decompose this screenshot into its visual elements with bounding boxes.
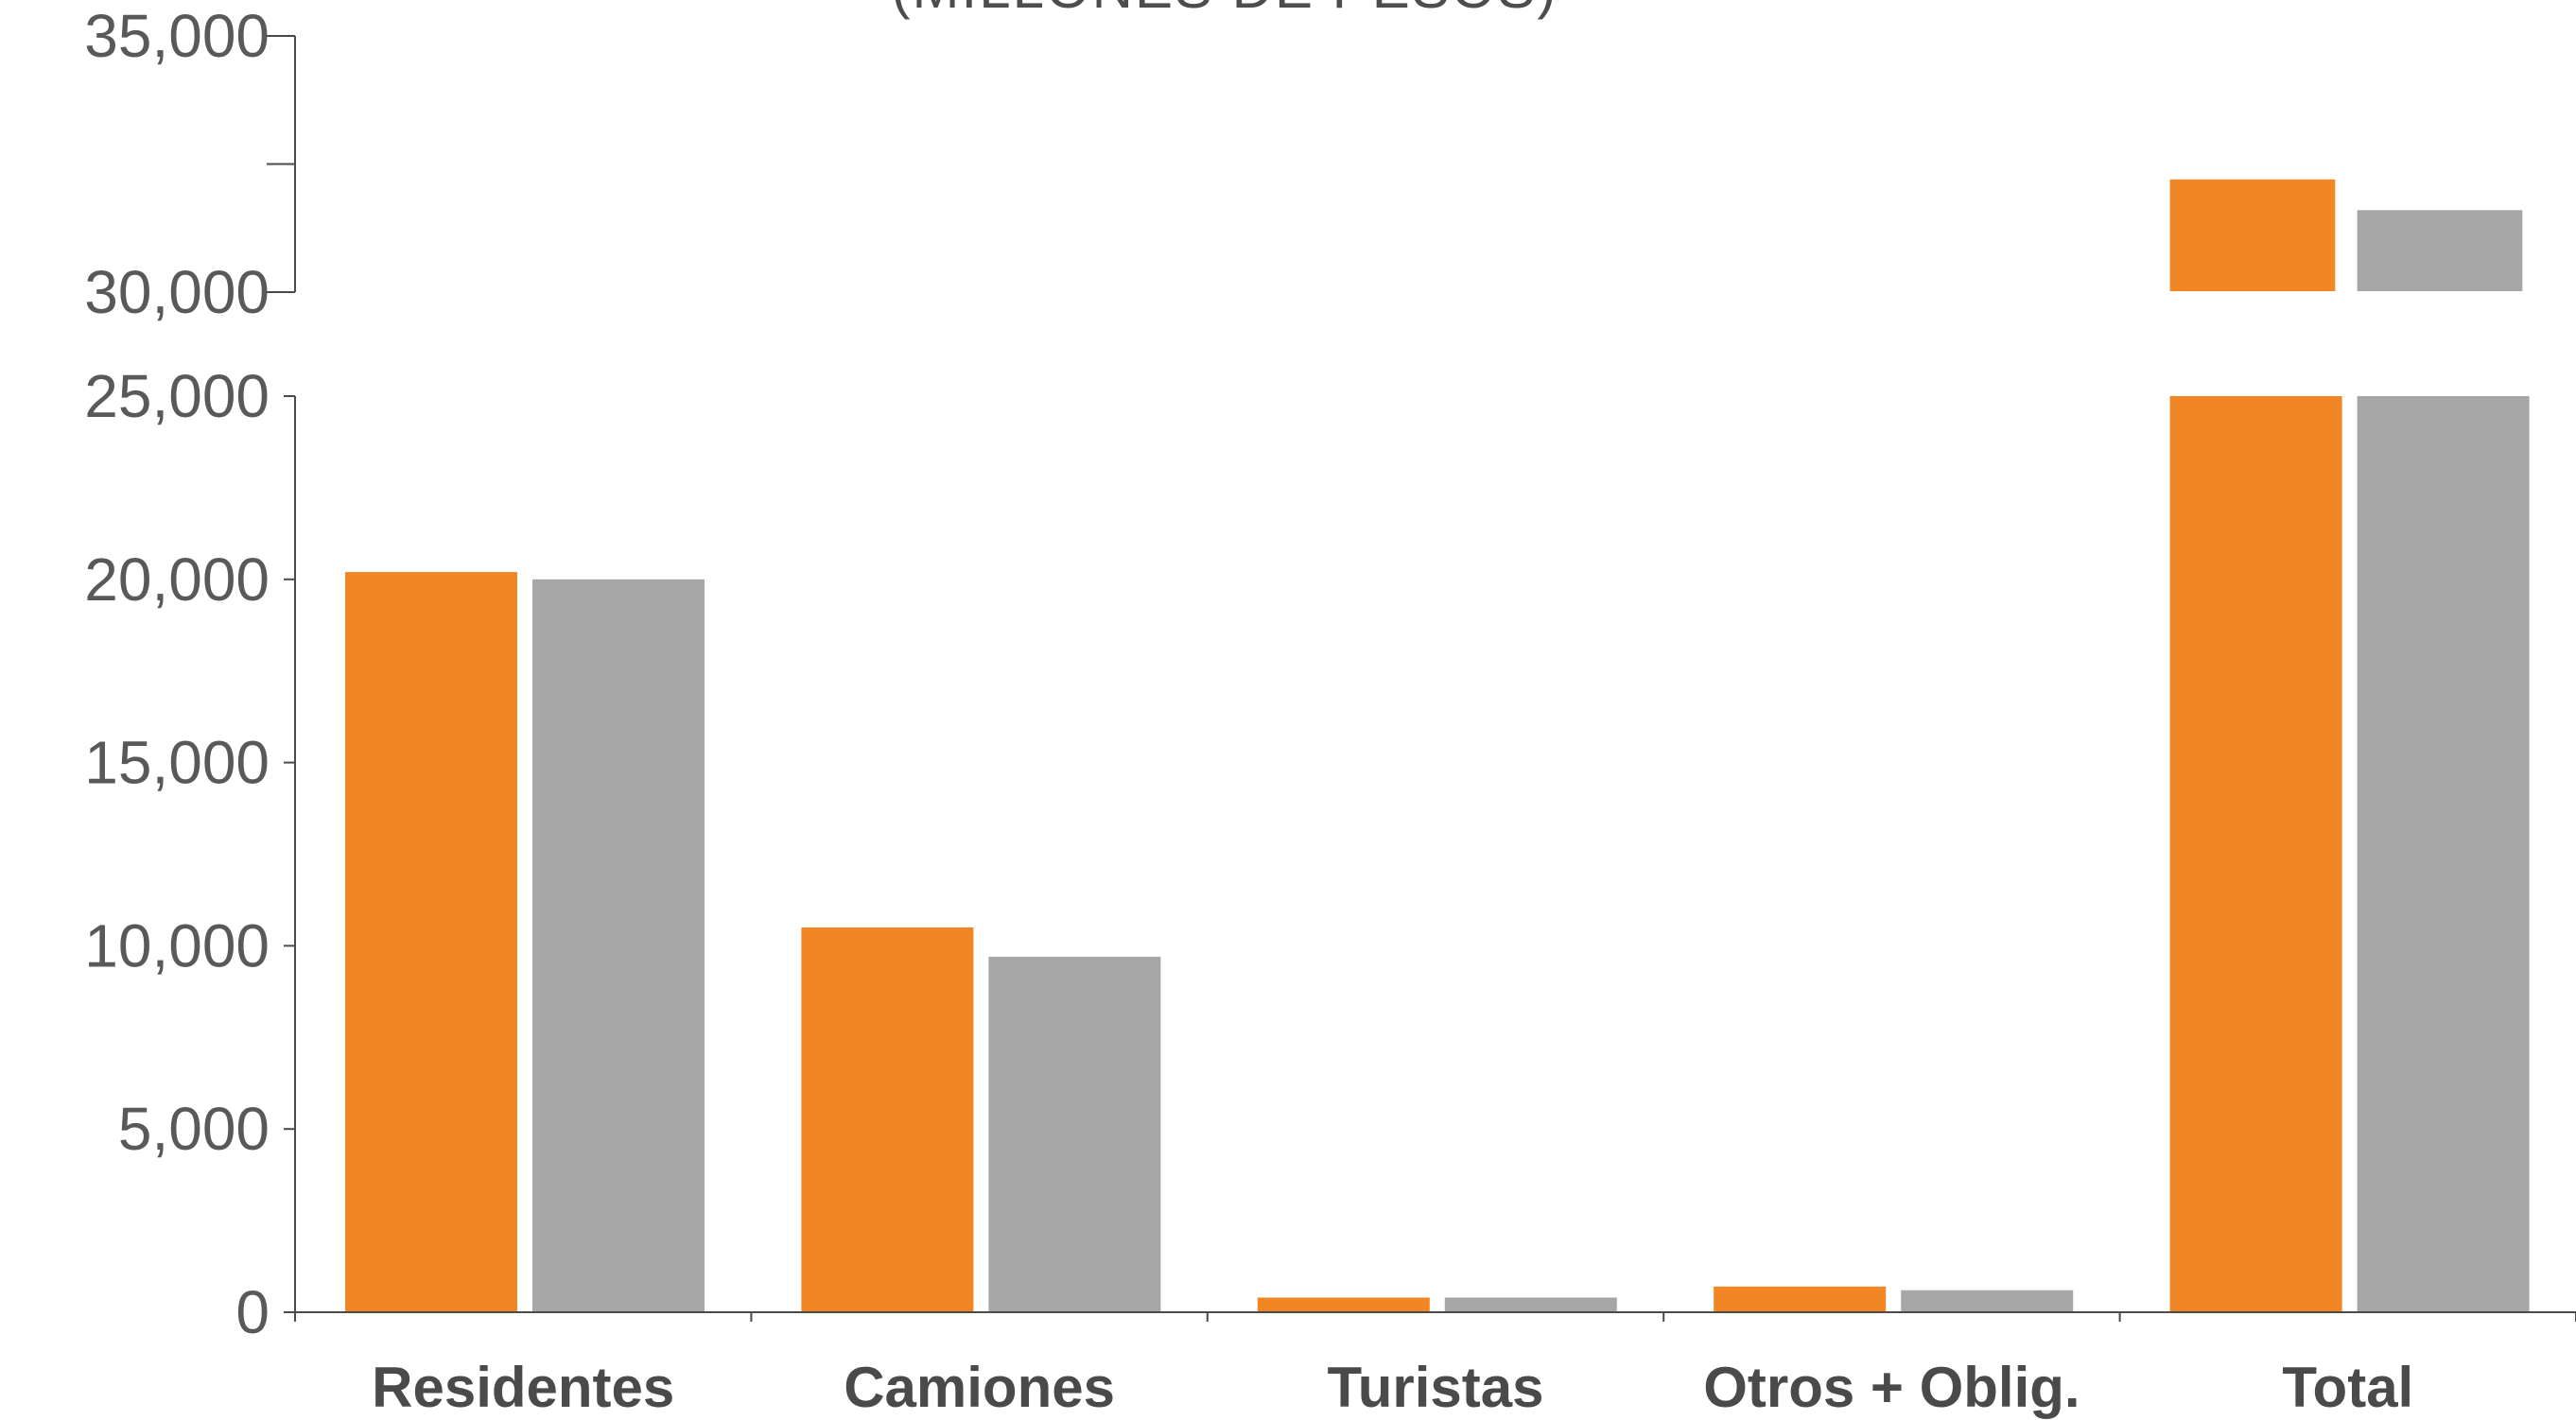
x-category-label: Camiones xyxy=(844,1356,1115,1419)
y-tick-label: 25,000 xyxy=(84,362,270,430)
bar-series-1 xyxy=(801,927,974,1312)
bar-series-1 xyxy=(1257,1297,1430,1312)
bar-series-2 xyxy=(1444,1297,1617,1312)
bar-series-2 xyxy=(988,957,1161,1312)
y-tick-label: 0 xyxy=(235,1278,270,1346)
y-tick-label: 5,000 xyxy=(118,1095,270,1163)
bar-series-1 xyxy=(2169,396,2342,1312)
upper-y-axis: 30,000 35,000 xyxy=(84,2,296,326)
bar-series-2 xyxy=(2357,396,2530,1312)
y-tick-label: 10,000 xyxy=(84,911,270,979)
chart-title: (MILLONES DE PESOS) xyxy=(892,0,1558,20)
bar-series-2 xyxy=(532,579,705,1312)
bar-series-1 xyxy=(345,572,517,1312)
bar-series-2-upper xyxy=(2357,210,2523,291)
x-category-label: Otros + Oblig. xyxy=(1703,1356,2080,1419)
bar-series-1 xyxy=(1714,1286,1887,1312)
x-category-label: Turistas xyxy=(1328,1356,1544,1419)
bar-series-2 xyxy=(1901,1290,2074,1312)
x-category-label: Residentes xyxy=(372,1356,674,1419)
y-tick-label: 20,000 xyxy=(84,545,270,614)
y-tick-label: 15,000 xyxy=(84,729,270,797)
lower-y-axis: 0 5,000 10,000 15,000 20,000 25,000 xyxy=(84,362,296,1346)
y-tick-label: 30,000 xyxy=(84,258,270,326)
bar-series-1-upper xyxy=(2169,179,2336,291)
bars xyxy=(345,179,2530,1312)
x-category-label: Total xyxy=(2282,1356,2413,1419)
x-axis: Residentes Camiones Turistas Otros + Oblig.… xyxy=(294,1311,2576,1419)
y-tick-label: 35,000 xyxy=(84,2,270,70)
